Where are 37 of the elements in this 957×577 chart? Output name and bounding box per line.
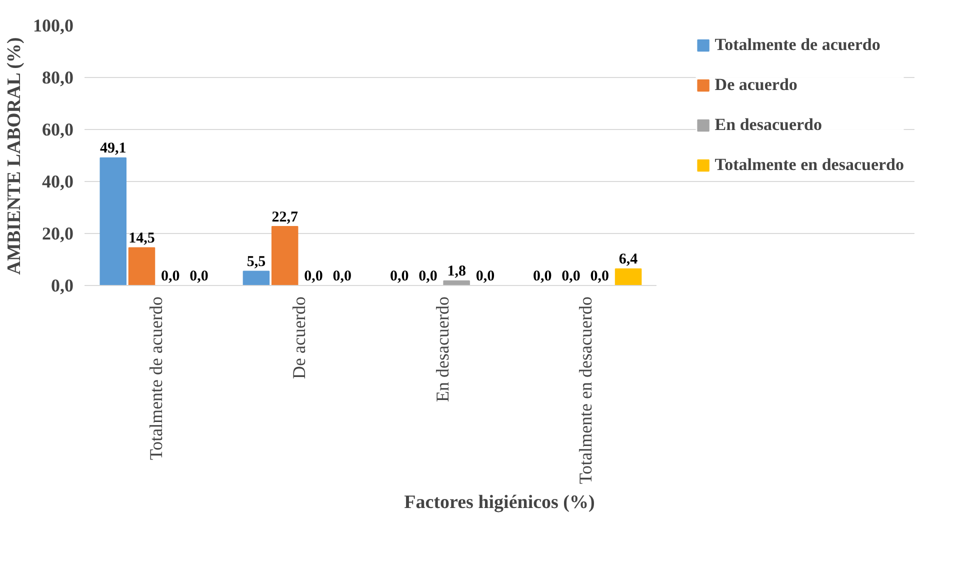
data-label: 49,1 bbox=[100, 140, 126, 157]
data-label: 0,0 bbox=[562, 268, 580, 284]
bar bbox=[242, 270, 270, 286]
y-tick-label: 40,0 bbox=[42, 172, 74, 192]
data-label: 0,0 bbox=[533, 268, 552, 284]
bar bbox=[271, 226, 298, 286]
x-tick-label: De acuerdo bbox=[289, 296, 310, 379]
data-label: 0,0 bbox=[418, 268, 438, 284]
legend-label: Totalmente de acuerdo bbox=[714, 35, 880, 55]
legend-label: En desacuerdo bbox=[714, 115, 822, 135]
data-label: 1,8 bbox=[447, 264, 466, 280]
y-axis-title: AMBIENTE LABORAL (%) bbox=[4, 37, 25, 275]
x-tick-label: En desacuerdo bbox=[432, 296, 452, 402]
x-tick-label: Totalmente de acuerdo bbox=[146, 296, 166, 460]
bar bbox=[128, 247, 156, 286]
y-tick-label: 80,0 bbox=[42, 68, 74, 88]
data-label: 6,4 bbox=[618, 252, 638, 268]
data-label: 22,7 bbox=[272, 209, 298, 226]
x-axis-title: Factores higiénicos (%) bbox=[404, 492, 595, 514]
legend-label: Totalmente en desacuerdo bbox=[714, 155, 904, 175]
bar bbox=[100, 157, 126, 286]
data-label: 0,0 bbox=[390, 268, 409, 284]
x-tick-label: Totalmente en desacuerdo bbox=[575, 296, 596, 484]
data-label: 14,5 bbox=[128, 230, 155, 247]
data-label: 0,0 bbox=[190, 268, 208, 284]
y-tick-label: 100,0 bbox=[33, 16, 74, 36]
data-label: 0,0 bbox=[590, 268, 610, 284]
data-label: 0,0 bbox=[304, 268, 323, 284]
legend-label: De acuerdo bbox=[714, 75, 798, 95]
y-tick-label: 60,0 bbox=[42, 120, 74, 140]
data-label: 5,5 bbox=[246, 254, 266, 270]
data-label: 0,0 bbox=[332, 268, 352, 284]
y-tick-label: 20,0 bbox=[42, 224, 74, 244]
y-tick-label: 0,0 bbox=[51, 276, 74, 296]
data-label: 0,0 bbox=[160, 268, 180, 284]
bar bbox=[614, 268, 642, 286]
data-label: 0,0 bbox=[476, 268, 495, 284]
